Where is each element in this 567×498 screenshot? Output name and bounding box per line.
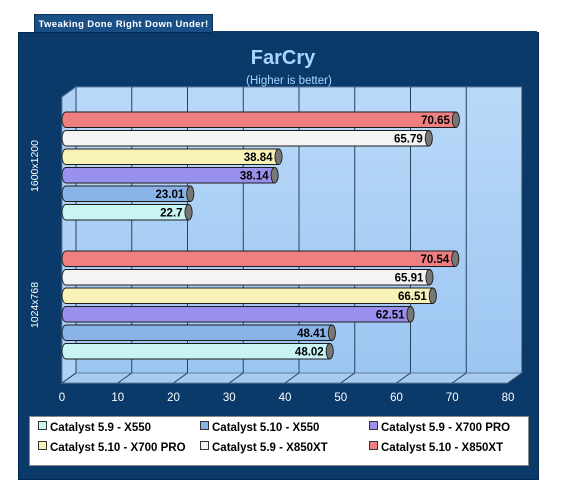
legend-swatch — [369, 421, 378, 430]
legend-label: Catalyst 5.9 - X700 PRO — [381, 422, 511, 434]
legend-label: Catalyst 5.10 - X700 PRO — [50, 442, 186, 454]
legend-item: Catalyst 5.10 - X700 PRO — [38, 441, 186, 456]
gridline-floor — [451, 372, 467, 384]
x-tick-label: 60 — [390, 392, 403, 404]
data-label: 38.84 — [244, 152, 273, 164]
legend-label: Catalyst 5.10 - X850XT — [381, 442, 504, 454]
bar — [61, 111, 457, 128]
bar — [61, 250, 456, 267]
legend-item: Catalyst 5.10 - X850XT — [369, 441, 503, 456]
bar — [61, 324, 333, 341]
legend-swatch — [200, 441, 209, 450]
legend-label: Catalyst 5.9 - X850XT — [212, 442, 328, 454]
gridline-floor — [396, 372, 411, 384]
gridline-floor — [61, 372, 77, 384]
legend: Catalyst 5.9 - X550 Catalyst 5.10 - X550 C… — [29, 416, 529, 466]
x-tick-label: 20 — [167, 392, 180, 404]
site-banner-tab: Tweaking Done Right Down Under! — [34, 14, 213, 34]
gridline-floor — [340, 372, 356, 384]
bar-cap — [184, 204, 193, 221]
bar-cap — [451, 111, 460, 128]
x-tick-label: 80 — [502, 392, 515, 404]
site-banner-text: Tweaking Done Right Down Under! — [38, 19, 209, 30]
x-tick-label: 70 — [446, 392, 459, 404]
bar-cap — [274, 148, 283, 165]
legend-swatch — [369, 441, 378, 450]
data-label: 22.7 — [160, 208, 182, 220]
bar-cap — [406, 306, 415, 323]
data-label: 66.51 — [398, 291, 427, 303]
bar — [61, 204, 190, 221]
legend-label: Catalyst 5.10 - X550 — [212, 422, 320, 434]
data-label: 38.14 — [240, 171, 269, 183]
data-label: 48.41 — [297, 328, 326, 340]
data-label: 62.51 — [376, 310, 405, 322]
gridline-floor — [228, 372, 244, 384]
gridline-floor — [284, 372, 300, 384]
legend-swatch — [200, 421, 209, 430]
data-label: 70.54 — [420, 254, 449, 266]
bar-cap — [270, 167, 279, 184]
x-tick-label: 0 — [59, 392, 65, 404]
bar — [61, 269, 430, 286]
bar — [61, 130, 430, 147]
bar — [61, 306, 411, 323]
bar — [61, 167, 276, 184]
legend-item: Catalyst 5.9 - X850XT — [200, 441, 328, 456]
y-category-label: 1600x1200 — [29, 140, 41, 192]
legend-item: Catalyst 5.9 - X550 — [38, 421, 151, 436]
chart-subtitle: (Higher is better) — [246, 75, 332, 87]
x-tick-label: 30 — [223, 392, 236, 404]
gridline-floor — [117, 372, 133, 384]
x-tick-label: 10 — [111, 392, 124, 404]
data-label: 48.02 — [295, 347, 324, 359]
bar-cap — [327, 324, 336, 341]
bar-cap — [425, 269, 434, 286]
gridline-floor — [507, 372, 523, 384]
x-tick-label: 50 — [334, 392, 347, 404]
bar — [61, 185, 191, 202]
bar-cap — [428, 287, 437, 304]
bar — [61, 343, 331, 360]
chart-title: FarCry — [251, 47, 316, 69]
bar-cap — [186, 185, 195, 202]
bar — [61, 287, 434, 304]
data-label: 70.65 — [421, 115, 450, 127]
bar — [61, 148, 279, 165]
bar-cap — [424, 130, 433, 147]
gridline-floor — [173, 372, 188, 384]
data-label: 23.01 — [155, 189, 184, 201]
y-category-label: 1024x768 — [29, 282, 41, 328]
data-label: 65.91 — [395, 273, 424, 285]
bar-cap — [325, 343, 334, 360]
legend-swatch — [38, 421, 47, 430]
data-label: 65.79 — [394, 134, 423, 146]
plot-area: 0 10 20 30 40 50 60 70 80 70.65 65.79 38.84 38.14 23.… — [29, 86, 524, 404]
bar-cap — [451, 250, 460, 267]
x-tick-label: 40 — [279, 392, 292, 404]
legend-label: Catalyst 5.9 - X550 — [50, 422, 152, 434]
legend-swatch — [38, 441, 47, 450]
legend-item: Catalyst 5.10 - X550 — [200, 421, 319, 436]
legend-item: Catalyst 5.9 - X700 PRO — [369, 421, 510, 436]
